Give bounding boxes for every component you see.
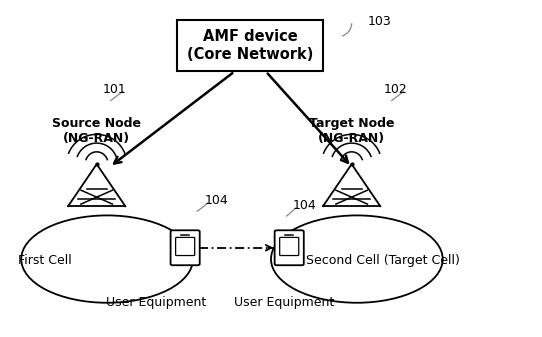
FancyBboxPatch shape <box>280 237 299 255</box>
Ellipse shape <box>271 215 443 303</box>
FancyBboxPatch shape <box>176 237 195 255</box>
FancyBboxPatch shape <box>177 20 323 71</box>
FancyBboxPatch shape <box>171 230 199 265</box>
Text: First Cell: First Cell <box>18 254 72 267</box>
Text: User Equipment: User Equipment <box>106 296 207 309</box>
Text: 101: 101 <box>103 83 127 96</box>
Text: 104: 104 <box>204 194 228 207</box>
Text: AMF device
(Core Network): AMF device (Core Network) <box>187 29 313 62</box>
FancyBboxPatch shape <box>275 230 304 265</box>
Text: 104: 104 <box>293 199 317 212</box>
Text: Target Node
(NG-RAN): Target Node (NG-RAN) <box>309 117 395 145</box>
Ellipse shape <box>21 215 193 303</box>
Text: User Equipment: User Equipment <box>234 296 334 309</box>
Text: 103: 103 <box>367 15 391 28</box>
Text: 102: 102 <box>384 83 408 96</box>
Text: Second Cell (Target Cell): Second Cell (Target Cell) <box>306 254 460 267</box>
Text: Source Node
(NG-RAN): Source Node (NG-RAN) <box>52 117 141 145</box>
